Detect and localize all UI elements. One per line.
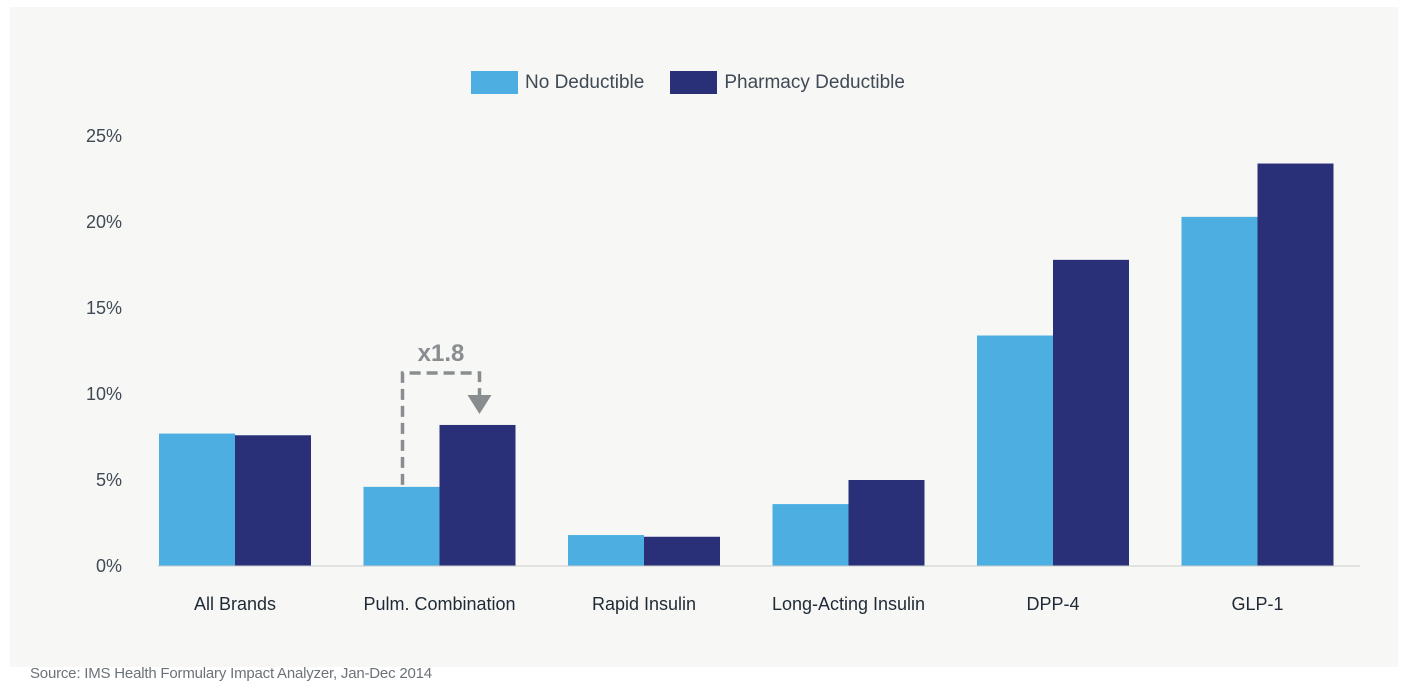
annotation-label: x1.8 <box>418 340 465 367</box>
y-tick-label: 0% <box>96 556 122 576</box>
legend-swatch-pharmacy-deductible <box>670 71 718 94</box>
x-category-label: DPP-4 <box>1026 594 1079 614</box>
bar-pharmacy-deductible <box>439 424 516 566</box>
bar-pharmacy-deductible <box>644 536 720 566</box>
bar-no-deductible <box>568 535 644 566</box>
x-category-label: All Brands <box>194 594 276 614</box>
x-category-label: Pulm. Combination <box>363 594 515 614</box>
y-tick-label: 25% <box>86 126 122 146</box>
y-tick-label: 15% <box>86 298 122 318</box>
x-category-label: Rapid Insulin <box>592 594 696 614</box>
y-tick-label: 10% <box>86 384 122 404</box>
bar-pharmacy-deductible <box>848 480 925 566</box>
annotation-bracket <box>400 371 482 485</box>
y-tick-label: 5% <box>96 470 122 490</box>
bar-no-deductible <box>363 486 440 566</box>
legend-item-no-deductible: No Deductible <box>471 71 644 94</box>
annotation-arrowhead <box>467 394 492 414</box>
bar-pharmacy-deductible <box>1053 259 1129 566</box>
x-category-label: Long-Acting Insulin <box>772 594 925 614</box>
legend-swatch-no-deductible <box>471 71 518 94</box>
y-tick-label: 20% <box>86 212 122 232</box>
source-note: Source: IMS Health Formulary Impact Anal… <box>30 665 432 682</box>
legend-label-pharmacy-deductible: Pharmacy Deductible <box>724 71 905 93</box>
bar-no-deductible <box>772 504 849 566</box>
bar-no-deductible <box>1181 216 1258 566</box>
bar-no-deductible <box>977 335 1053 566</box>
legend-label-no-deductible: No Deductible <box>525 71 645 93</box>
bar-no-deductible <box>159 433 235 566</box>
bar-pharmacy-deductible <box>1257 163 1334 566</box>
x-category-label: GLP-1 <box>1231 594 1283 614</box>
chart-legend: No Deductible Pharmacy Deductible <box>471 71 931 94</box>
legend-item-pharmacy-deductible: Pharmacy Deductible <box>670 71 905 94</box>
bar-pharmacy-deductible <box>235 435 311 566</box>
